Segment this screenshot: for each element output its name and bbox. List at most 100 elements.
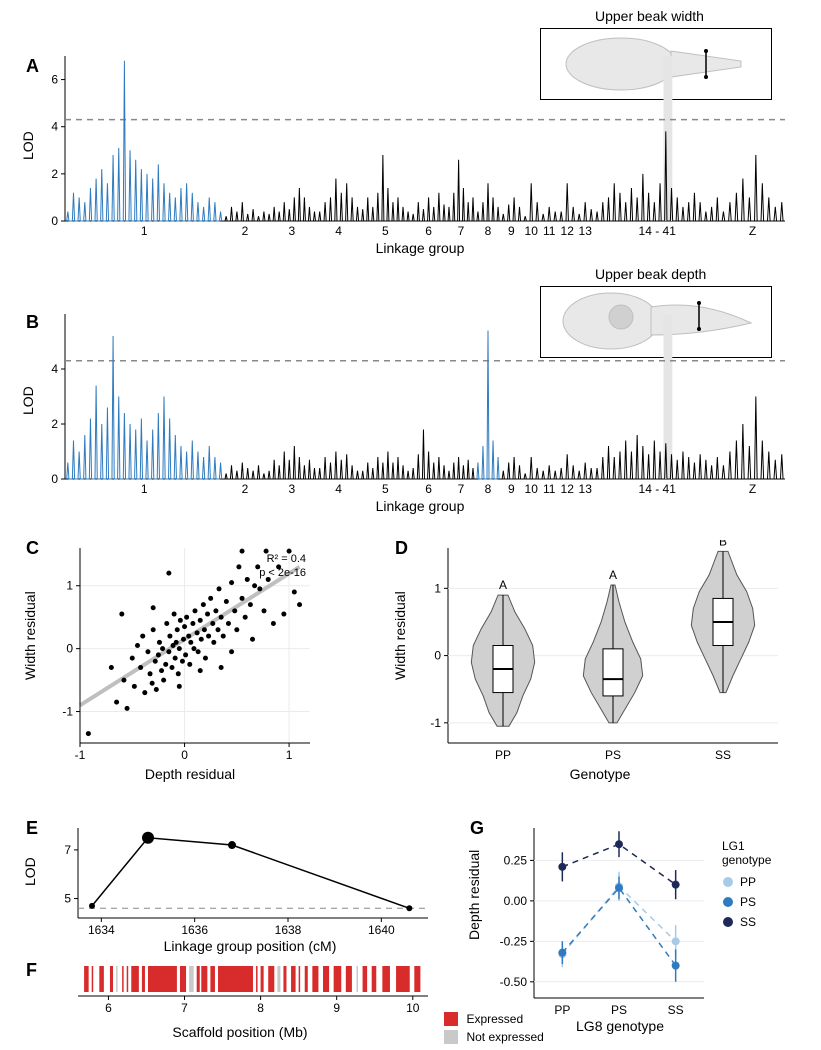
svg-text:A: A (499, 578, 507, 592)
svg-text:-0.25: -0.25 (500, 934, 528, 948)
svg-text:1640: 1640 (368, 923, 395, 937)
svg-text:PS: PS (740, 895, 756, 909)
svg-text:12: 12 (561, 482, 575, 496)
svg-text:6: 6 (105, 1001, 112, 1015)
svg-text:0: 0 (181, 748, 188, 762)
svg-text:PS: PS (605, 748, 621, 762)
panel-b-ylabel: LOD (20, 386, 36, 415)
svg-text:R² = 0.4: R² = 0.4 (267, 553, 306, 565)
panel-c-chart: -101-101R² = 0.4p < 2e-16 (50, 540, 330, 770)
svg-text:12: 12 (561, 224, 575, 238)
svg-text:10: 10 (525, 224, 539, 238)
svg-text:PS: PS (611, 1003, 627, 1017)
svg-text:2: 2 (51, 167, 58, 181)
svg-text:SS: SS (740, 915, 756, 929)
panel-a-chart: 02461234567891011121314 - 41Z (45, 38, 805, 238)
panel-b-xlabel: Linkage group (320, 498, 520, 514)
svg-text:0.00: 0.00 (504, 894, 528, 908)
svg-text:9: 9 (508, 224, 515, 238)
svg-text:5: 5 (382, 482, 389, 496)
svg-text:PP: PP (495, 748, 511, 762)
panel-a-label: A (26, 56, 39, 77)
svg-text:8: 8 (257, 1001, 264, 1015)
panel-e-chart: 5 7 1634 1636 1638 1640 (50, 820, 440, 940)
panel-g-chart: -0.50 -0.25 0.00 0.25 PP PS SS LG1genotype PP PS S… (492, 820, 821, 1020)
panel-d-xlabel: Genotype (530, 766, 670, 782)
svg-text:-1: -1 (430, 716, 441, 730)
svg-text:-1: -1 (62, 705, 73, 719)
svg-text:7: 7 (458, 224, 465, 238)
panel-f-xlabel: Scaffold position (Mb) (130, 1024, 350, 1040)
svg-text:9: 9 (333, 1001, 340, 1015)
panel-c-label: C (26, 538, 39, 559)
svg-text:1: 1 (286, 748, 293, 762)
svg-text:7: 7 (181, 1001, 188, 1015)
panel-a-inset-title: Upper beak width (595, 8, 704, 24)
svg-text:1638: 1638 (275, 923, 302, 937)
svg-text:8: 8 (485, 224, 492, 238)
panel-f-label: F (26, 960, 37, 981)
panel-e-ylabel: LOD (22, 857, 38, 886)
svg-text:Z: Z (749, 224, 756, 238)
svg-text:2: 2 (242, 224, 249, 238)
svg-text:4: 4 (335, 224, 342, 238)
svg-text:13: 13 (579, 224, 593, 238)
panel-f-chart: 678910 (50, 962, 440, 1032)
panel-b-inset-title: Upper beak depth (595, 266, 706, 282)
svg-text:11: 11 (543, 224, 556, 238)
svg-text:6: 6 (425, 482, 432, 496)
panel-b-chart: 0241234567891011121314 - 41Z (45, 296, 805, 496)
svg-text:1636: 1636 (181, 923, 208, 937)
svg-text:LG1: LG1 (722, 839, 745, 853)
svg-text:9: 9 (508, 482, 515, 496)
svg-text:0: 0 (66, 642, 73, 656)
panel-c-ylabel: Width residual (22, 591, 38, 680)
svg-text:SS: SS (715, 748, 731, 762)
svg-text:5: 5 (64, 892, 71, 906)
svg-text:PP: PP (740, 875, 756, 889)
panel-d-label: D (395, 538, 408, 559)
svg-text:5: 5 (382, 224, 389, 238)
svg-text:A: A (609, 568, 617, 582)
svg-text:6: 6 (51, 73, 58, 87)
panel-g-ylabel: Depth residual (466, 850, 482, 940)
svg-text:2: 2 (51, 417, 58, 431)
panel-a-ylabel: LOD (20, 131, 36, 160)
svg-text:4: 4 (51, 120, 58, 134)
svg-text:-0.50: -0.50 (500, 975, 528, 989)
not-expressed-label: Not expressed (466, 1030, 543, 1044)
svg-text:0.25: 0.25 (504, 853, 528, 867)
svg-text:14 - 41: 14 - 41 (639, 482, 677, 496)
svg-text:0: 0 (434, 649, 441, 663)
panel-b-label: B (26, 312, 39, 333)
svg-text:4: 4 (51, 362, 58, 376)
panel-e-xlabel: Linkage group position (cM) (120, 938, 380, 954)
svg-text:genotype: genotype (722, 853, 772, 867)
svg-text:1634: 1634 (88, 923, 115, 937)
panel-c-xlabel: Depth residual (110, 766, 270, 782)
svg-text:p < 2e-16: p < 2e-16 (259, 567, 306, 579)
svg-text:7: 7 (64, 843, 71, 857)
svg-text:11: 11 (543, 482, 556, 496)
svg-text:0: 0 (51, 472, 58, 486)
svg-text:2: 2 (242, 482, 249, 496)
svg-text:6: 6 (425, 224, 432, 238)
svg-text:0: 0 (51, 214, 58, 228)
panel-a-xlabel: Linkage group (320, 240, 520, 256)
svg-text:SS: SS (668, 1003, 684, 1017)
svg-text:8: 8 (485, 482, 492, 496)
svg-text:3: 3 (288, 482, 295, 496)
not-expressed-swatch (444, 1030, 458, 1044)
panel-d-ylabel: Width residual (392, 591, 408, 680)
svg-text:13: 13 (579, 482, 593, 496)
svg-text:PP: PP (554, 1003, 570, 1017)
svg-text:-1: -1 (75, 748, 86, 762)
svg-text:4: 4 (335, 482, 342, 496)
svg-text:3: 3 (288, 224, 295, 238)
svg-text:Z: Z (749, 482, 756, 496)
panel-g-xlabel: LG8 genotype (540, 1018, 700, 1034)
panel-e-label: E (26, 818, 38, 839)
figure-root: A Upper beak width LOD 02461234567891011… (0, 0, 821, 1050)
svg-text:10: 10 (525, 482, 539, 496)
svg-text:1: 1 (141, 482, 148, 496)
